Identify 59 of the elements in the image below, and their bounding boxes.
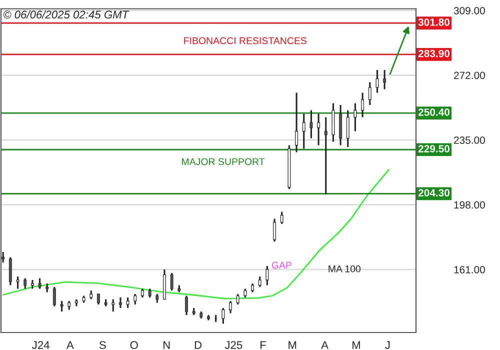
annotation: GAP: [272, 262, 292, 269]
y-tick-label: 198.00: [454, 201, 485, 209]
candlestick: [324, 116, 328, 196]
x-tick-label: S: [99, 341, 106, 349]
y-tick-label: 272.00: [454, 72, 485, 80]
series-label: MA 100: [328, 265, 361, 272]
ref-line-label: 301.80: [418, 18, 450, 26]
ref-line-label: 283.90: [418, 50, 450, 58]
x-tick-label: J24: [32, 341, 50, 349]
x-tick-label: J25: [224, 341, 242, 349]
x-tick-label: J: [385, 341, 390, 349]
x-tick-label: D: [194, 341, 202, 349]
candlestick: [60, 300, 64, 312]
x-tick-label: A: [321, 341, 329, 349]
candlestick: [317, 112, 320, 146]
ref-line-label: 229.50: [418, 145, 450, 152]
candlestick: [354, 102, 357, 132]
candlestick: [310, 109, 313, 140]
ref-line-label: 250.40: [418, 108, 450, 116]
candlestick: [24, 277, 27, 290]
x-tick-label: A: [66, 341, 74, 349]
candlestick: [368, 81, 372, 106]
y-tick-label: 161.00: [454, 266, 485, 274]
y-tick-label: 235.00: [454, 136, 485, 144]
candlestick: [302, 112, 306, 150]
candlestick: [96, 293, 100, 306]
candlestick: [126, 296, 130, 309]
annotation: FIBONACCI RESISTANCES: [184, 37, 306, 44]
ref-line-label: 204.30: [418, 189, 450, 197]
y-tick-label: 309.00: [454, 7, 485, 14]
candlestick: [280, 210, 284, 225]
candlestick: [229, 300, 232, 314]
x-tick-label: F: [260, 341, 266, 349]
candlestick: [52, 286, 56, 308]
candlestick: [134, 293, 137, 306]
candlestick: [8, 256, 12, 286]
candlestick: [38, 277, 42, 290]
candlestick: [170, 272, 174, 292]
x-tick-label: N: [163, 341, 170, 349]
candlestick: [295, 92, 298, 154]
line-series: [2, 169, 390, 300]
candlestick: [236, 293, 240, 306]
candlestick: [112, 298, 115, 312]
candlestick: [346, 109, 350, 148]
candlestick: [376, 69, 379, 94]
candlestick: [383, 69, 386, 90]
candlestick: [258, 276, 262, 288]
candlestick: [118, 296, 122, 309]
candlestick: [361, 92, 364, 118]
x-tick-label: M: [352, 341, 360, 349]
annotation: MAJOR SUPPORT: [182, 158, 265, 166]
candlestick: [222, 307, 225, 325]
candlestick: [266, 265, 269, 286]
x-tick-label: M: [288, 341, 296, 349]
annotation: © 06/06/2025 02:45 GMT: [3, 10, 130, 19]
candlestick: [273, 218, 276, 242]
x-tick-label: O: [130, 341, 138, 349]
candlestick: [184, 294, 188, 316]
candlestick: [16, 276, 20, 290]
